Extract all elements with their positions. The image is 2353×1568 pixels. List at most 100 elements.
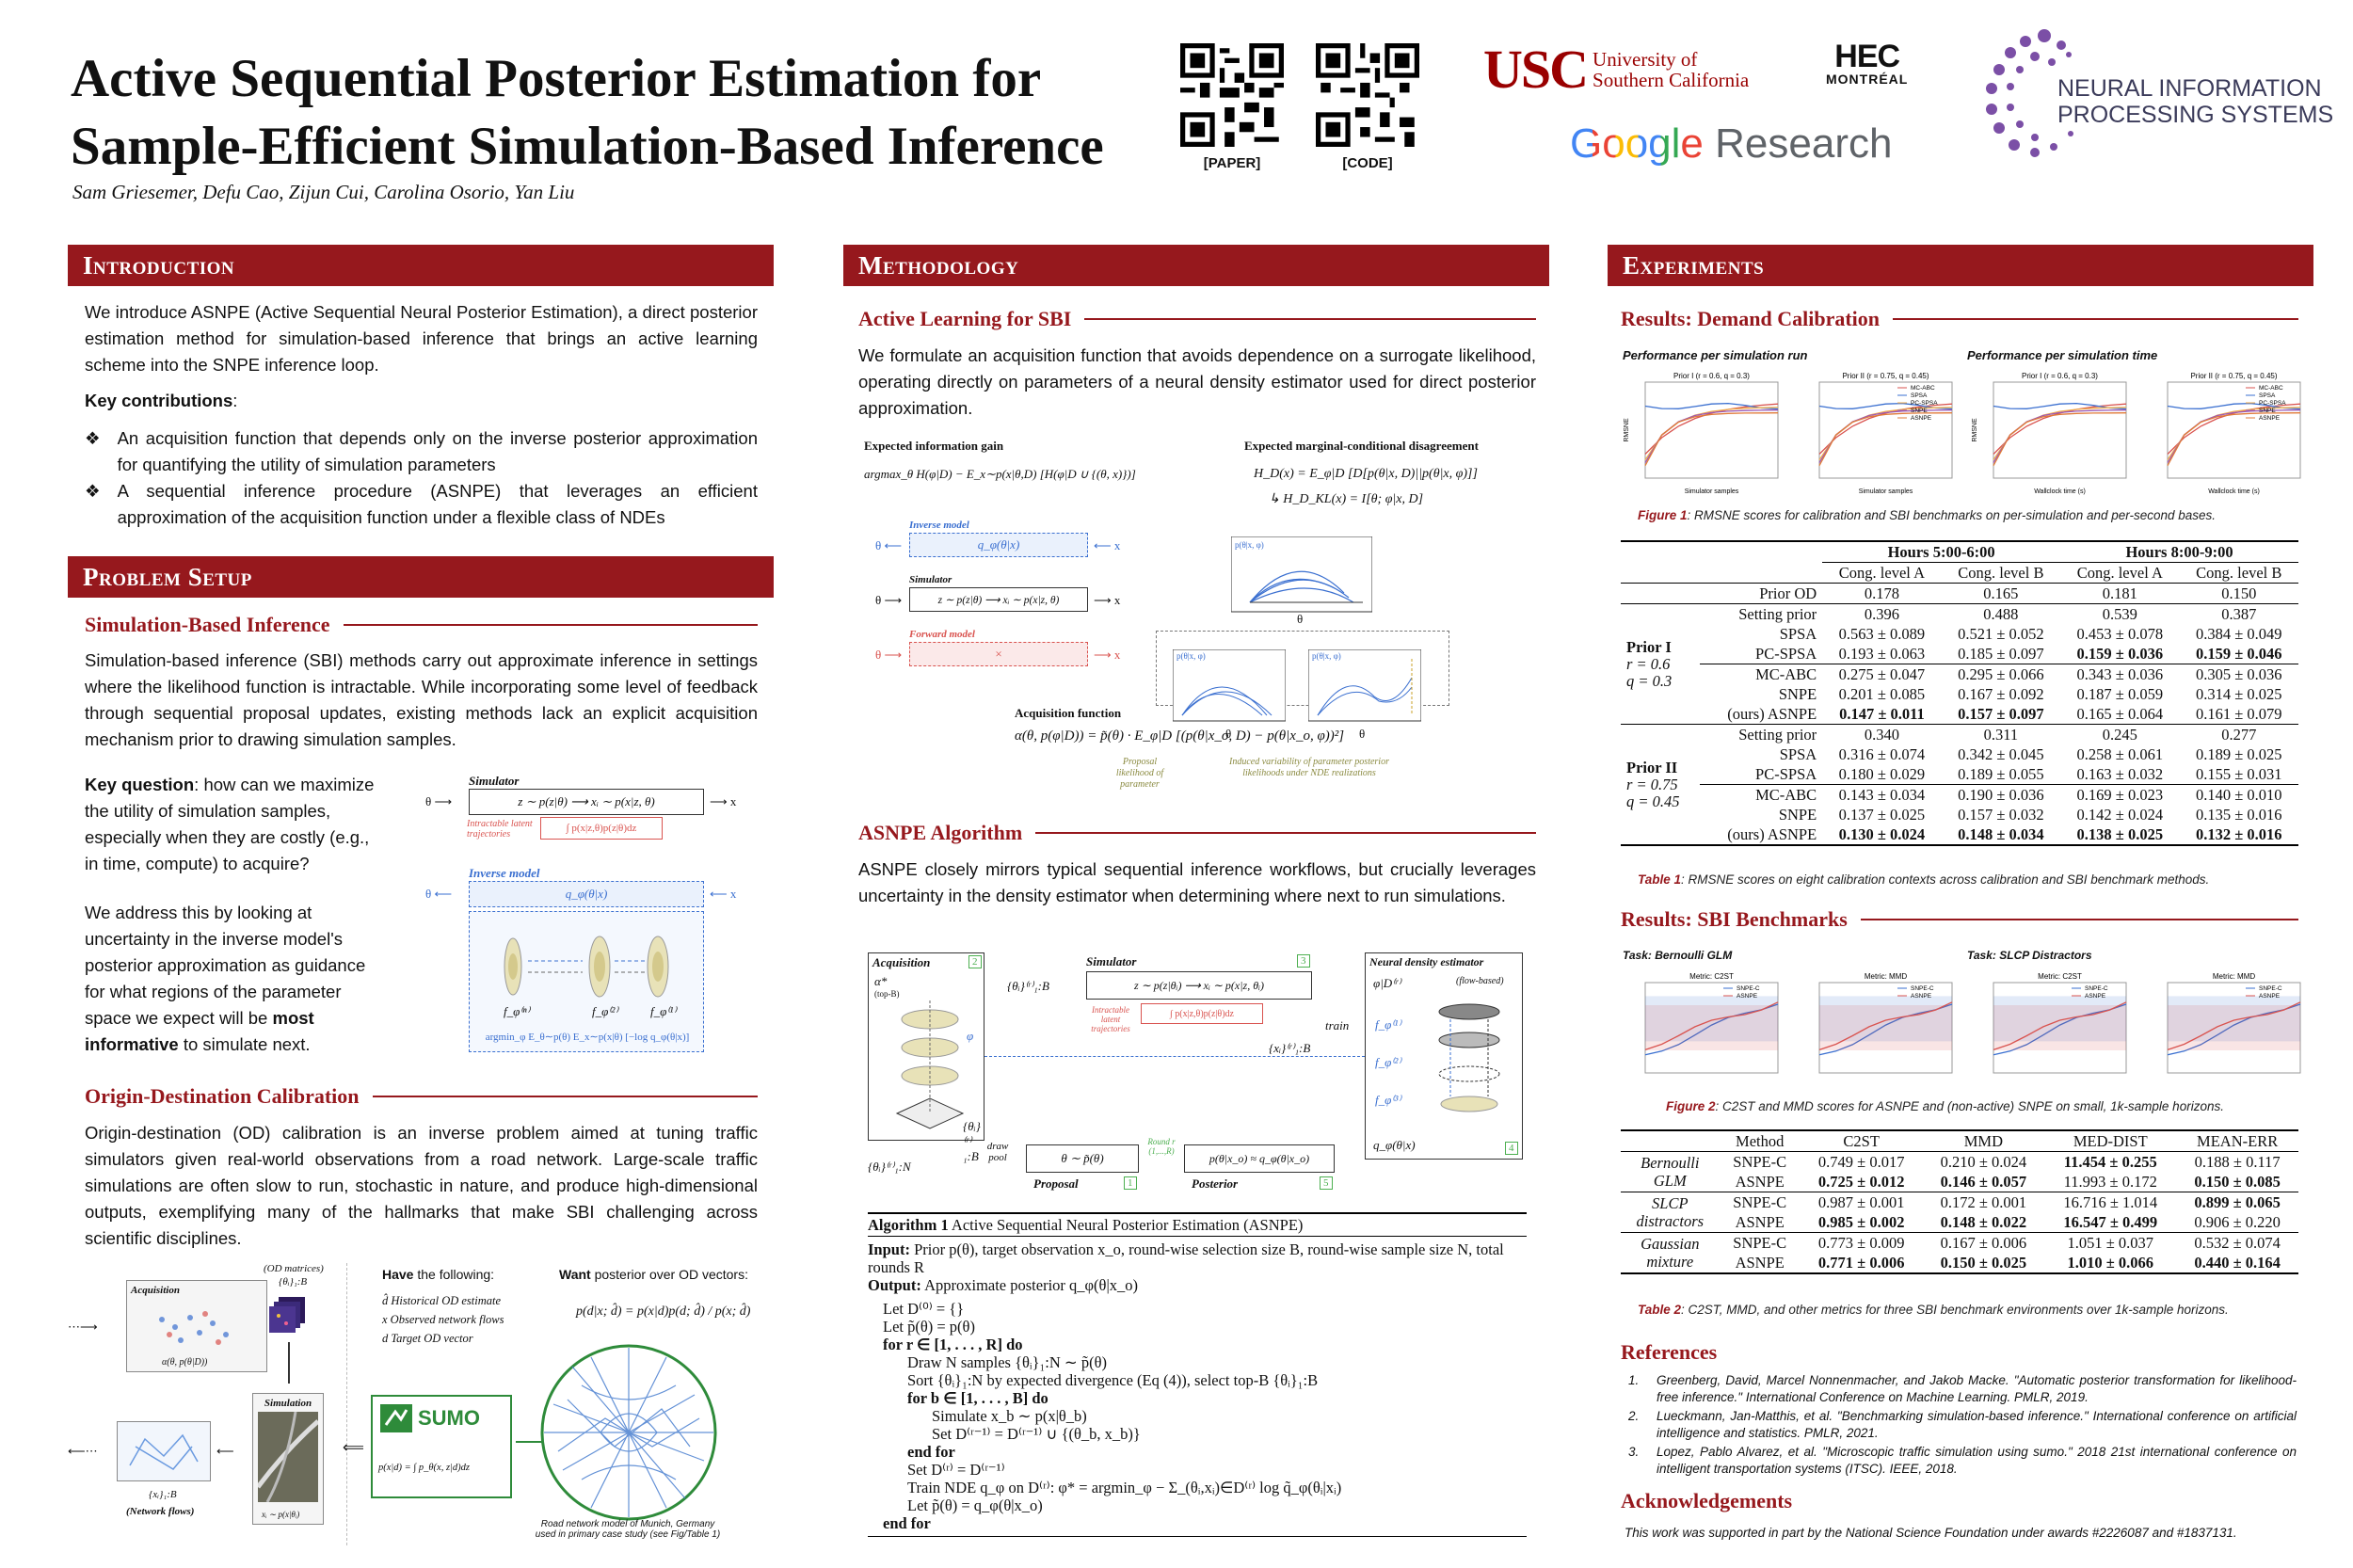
group-name-line-2: GLM [1653,1172,1687,1190]
sumo-box: SUMO p(x|d) = ∫ p_θ(x, z|d)dz [371,1395,512,1498]
table-cell: 0.159 ± 0.046 [2195,645,2282,663]
plot-theta-1: θ [1297,612,1304,626]
series-line-asnpe [2167,412,2301,467]
xi-label: {xᵢ}₁:B [149,1489,177,1500]
sim-label: Simulator [469,774,520,788]
refs-heading-text: References [1621,1340,1718,1364]
column-header: Cong. level B [1958,564,2044,582]
have-item: x Observed network flows [382,1313,504,1326]
acq-function-label: Acquisition function [1015,706,1122,720]
table2-row: Bernoulli GLM SNPE-C 0.749 ± 0.017 0.210 ± 0… [1621,1152,2298,1190]
input-text: Prior p(θ), target observation x_o, roun… [868,1240,1504,1276]
chart-panel: Prior II (r = 0.75, q = 0.45) Wallclock t… [2167,372,2301,495]
plot-label-3: p(θ|x, φ) [1312,651,1341,661]
table-cell: 1.051 ± 0.037 [2067,1234,2154,1252]
fig1-forward-label: Forward model [909,629,975,640]
hec-line-1: HEC [1834,39,1900,74]
proposal-likelihood-note: Proposal likelihood of parameter [1115,757,1164,790]
sumo-arrow: ⟸ [343,1440,364,1456]
group-name-line-1: Bernoulli [1641,1154,1700,1172]
want-rest: posterior over OD vectors: [590,1267,748,1282]
table-cell: 0.987 ± 0.001 [1817,1193,1905,1211]
acq-layers-graphic [895,1000,965,1129]
google-research-logo: Google Research [1570,120,1892,168]
step-4-badge: 4 [1505,1142,1518,1155]
series-line-asnpe [1818,412,1953,467]
algorithm-title: Algorithm 1 Active Sequential Neural Pos… [868,1212,1527,1237]
legend-label: ASNPE [1911,415,1932,422]
table-cell: 0.147 ± 0.011 [1839,705,1925,723]
hours-b-header: Hours 8:00-9:00 [2060,541,2298,563]
theta-arrow-out: θ ⟵ [425,887,453,901]
fig2-xi-label: {xᵢ}⁽ʳ⁾₁:B [1269,1041,1311,1055]
series-line-asnpe [1993,412,2127,467]
qr-code-code[interactable] [1316,43,1419,147]
algorithm-line: Let p̃(θ) = p(θ) [883,1318,975,1336]
network-flows-box [117,1421,211,1481]
table-cell: 0.165 [1983,584,2019,602]
fig1-x-forward: ⟶ x [1094,648,1121,662]
argmin-objective: argmin_φ E_θ∼p(θ) E_x∼p(x|θ) [−log q_φ(θ… [485,1032,690,1043]
legend-label: SNPE [1911,408,1928,414]
table-cell: 0.275 ± 0.047 [1838,665,1926,683]
proposal-box: θ ∼ p̃(θ) [1026,1144,1139,1173]
fig1-theta-out: θ ⟵ [875,538,903,552]
chart-frame [1644,982,1779,1074]
od-paragraph: Origin-destination (OD) calibration is a… [85,1123,758,1248]
table-cell: 11.454 ± 0.255 [2063,1153,2157,1171]
chart-frame [1818,381,1953,479]
od-subheading-text: Origin-Destination Calibration [85,1084,360,1108]
fig1-forward-box: × [909,642,1088,666]
table-cell: 0.189 ± 0.055 [1958,765,2044,783]
theta-n-label: {θᵢ}⁽ʳ⁾₁:N [868,1160,911,1174]
method-name: ASNPE [1735,1254,1785,1272]
reference-text: Lueckmann, Jan-Matthis, et al. "Benchmar… [1657,1409,2297,1440]
table-cell: 0.189 ± 0.025 [2195,745,2282,763]
figure-2-caption: Figure 2: C2ST and MMD scores for ASNPE … [1666,1099,2224,1113]
address-end: to simulate next. [178,1034,311,1054]
table1-row: MC-ABC 0.275 ± 0.047 0.295 ± 0.066 0.343 ± … [1621,664,2298,685]
reference-text: Lopez, Pablo Alvarez, et al. "Microscopi… [1657,1445,2297,1476]
reference-item: 1. Greenberg, David, Marcel Nonnenmacher,… [1628,1372,2297,1406]
have-heading: Have the following: [382,1267,494,1282]
table-cell: 0.150 [2221,584,2257,602]
inverse-label: Inverse model [469,866,540,880]
proposal-label: Proposal [1033,1176,1079,1191]
legend-label: ASNPE [1911,993,1932,1000]
group-r: r = 0.75 [1626,775,1678,793]
fig1-inverse-label: Inverse model [909,520,969,531]
series-band [1819,1005,1952,1050]
table-cell: 0.539 [2102,605,2137,623]
algorithm-line: Let p̃(θ) = q_φ(θ|x_o) [907,1496,1043,1514]
sbi-paragraph: Simulation-based inference (SBI) methods… [85,650,758,749]
algorithm-bottom-rule [868,1536,1527,1537]
diamond-bullet-icon: ❖ [85,428,101,448]
legend-label: ASNPE [2259,993,2281,1000]
neurips-swirl-icon [1986,29,2073,157]
table-cell: 0.188 ± 0.117 [2194,1153,2281,1171]
qr-code-paper[interactable] [1180,43,1284,147]
posterior-plot-2 [1173,649,1286,722]
have-list: d̂ Historical OD estimate x Observed net… [382,1291,504,1348]
table2-row: Gaussian mixture SNPE-C 0.773 ± 0.009 0.167 … [1621,1232,2298,1271]
table-cell: 0.132 ± 0.016 [2195,825,2282,843]
algorithm-line: Sort {θᵢ}₁:N by expected divergence (Eq … [907,1371,1319,1389]
method-name: (ours) ASNPE [1727,705,1817,723]
asnpe-paragraph: ASNPE closely mirrors typical sequential… [858,859,1536,905]
task-1-label: Task: Bernoulli GLM [1623,949,1733,962]
series-line-asnpe [1818,1001,1953,1051]
fig1-theta-in: θ ⟶ [875,593,903,607]
emcd-equation: H_D(x) = E_φ|D [D[p(θ|x, D)||p(θ|x, φ)]] [1254,467,1478,481]
table1-row: MC-ABC 0.143 ± 0.034 0.190 ± 0.036 0.169 ± … [1621,784,2298,806]
qr-code-label: [CODE] [1342,155,1393,171]
table1-caption-label: Table 1 [1638,872,1682,887]
algorithm-number: Algorithm 1 [868,1216,949,1234]
fig2-integral-box: ∫ p(x|z,θ)p(z|θ)dz [1141,1003,1263,1024]
table-cell: 0.488 [1983,605,2019,623]
table1-row: (ours) ASNPE 0.147 ± 0.011 0.157 ± 0.097 0.… [1621,704,2298,725]
research-word: Research [1715,120,1893,167]
acquisition-function-figure: Expected information gain argmax_θ H(φ|D… [858,433,1536,809]
x-arrow-out: ⟶ x [710,794,737,808]
contribution-item: ❖ An acquisition function that depends on… [85,425,758,478]
table-cell: 0.316 ± 0.074 [1838,745,1926,763]
